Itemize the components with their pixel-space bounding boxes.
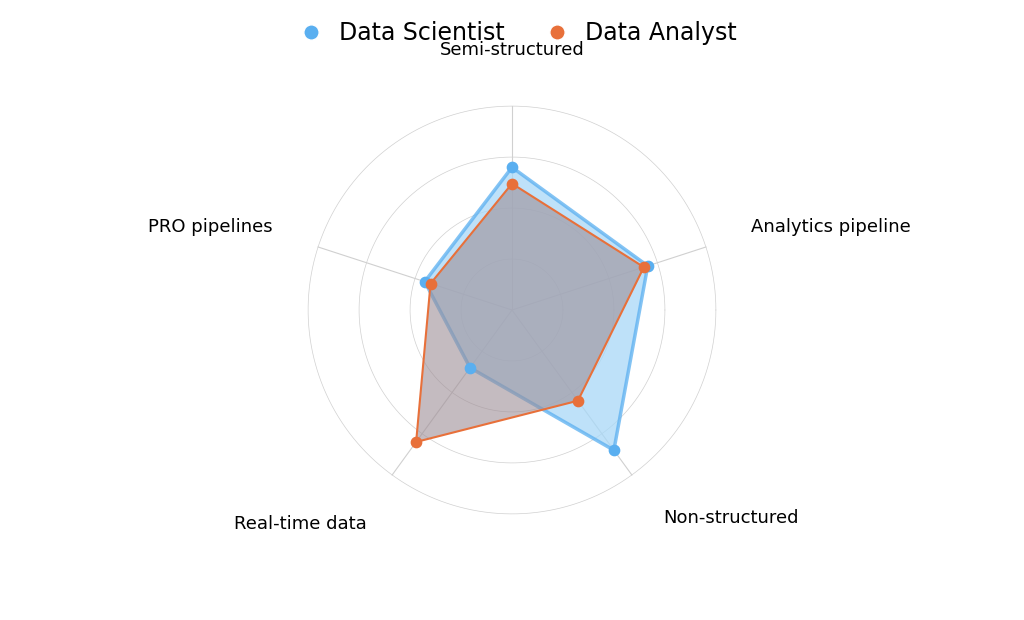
Point [504, 162, 520, 172]
Text: Analytics pipeline: Analytics pipeline [751, 218, 910, 236]
Legend: Data Scientist, Data Analyst: Data Scientist, Data Analyst [278, 12, 746, 55]
Point [462, 363, 478, 373]
Polygon shape [425, 167, 648, 450]
Point [640, 261, 656, 271]
Point [504, 179, 520, 188]
Point [417, 277, 433, 286]
Point [605, 445, 622, 455]
Text: Semi-structured: Semi-structured [439, 41, 585, 60]
Point [422, 278, 438, 288]
Polygon shape [416, 184, 644, 442]
Point [636, 262, 652, 272]
Text: PRO pipelines: PRO pipelines [148, 218, 273, 236]
Text: Non-structured: Non-structured [664, 509, 799, 527]
Text: Real-time data: Real-time data [233, 515, 367, 533]
Point [408, 437, 424, 447]
Point [569, 396, 586, 405]
